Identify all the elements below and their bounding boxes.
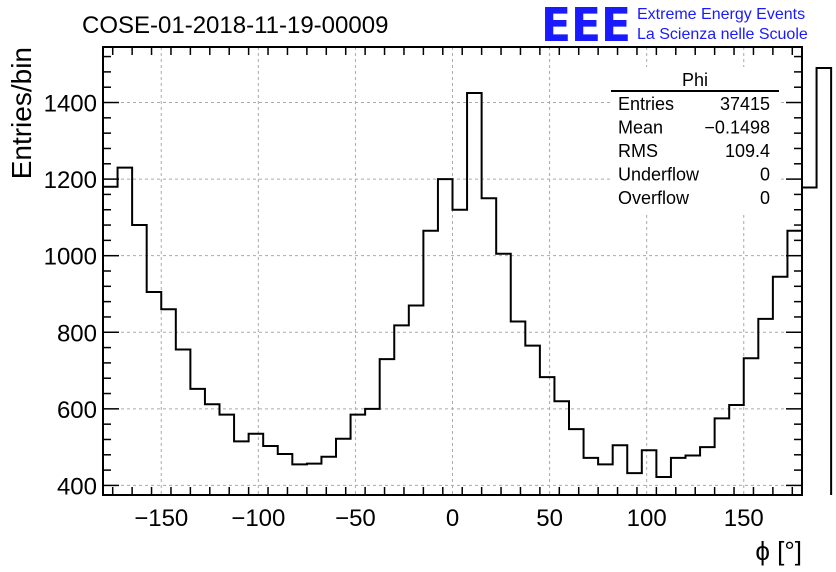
x-axis-title: ϕ [°] <box>755 536 802 566</box>
axis-ticks <box>103 47 802 495</box>
stats-box: Phi Entries 37415 Mean −0.1498 RMS 109.4 Under… <box>611 67 779 212</box>
y-tick-label: 1400 <box>44 91 97 118</box>
stats-value: 0 <box>760 188 770 208</box>
x-tick-label: −150 <box>134 505 188 532</box>
x-tick-labels: −150 −100 −50 0 50 100 150 <box>134 505 764 532</box>
stats-box-title: Phi <box>682 70 708 90</box>
x-tick-label: 100 <box>627 505 667 532</box>
run-title: COSE-01-2018-11-19-00009 <box>82 12 388 39</box>
eee-logo: EEE <box>541 0 631 52</box>
y-tick-label: 800 <box>57 320 97 347</box>
stats-label: Underflow <box>618 165 700 185</box>
stats-value: 37415 <box>720 94 770 114</box>
y-tick-label: 1200 <box>44 167 97 194</box>
stats-label: Mean <box>618 118 663 138</box>
stats-label: RMS <box>618 141 658 161</box>
x-tick-label: −50 <box>335 505 376 532</box>
y-axis-title: Entries/bin <box>6 47 37 179</box>
y-tick-labels: 400 600 800 1000 1200 1400 <box>44 91 97 501</box>
logo-subtitle-line1: Extreme Energy Events <box>637 6 805 23</box>
y-tick-label: 1000 <box>44 244 97 271</box>
stats-label: Overflow <box>618 188 690 208</box>
y-tick-label: 400 <box>57 473 97 500</box>
x-tick-label: 50 <box>536 505 563 532</box>
x-tick-label: 150 <box>724 505 764 532</box>
stats-label: Entries <box>618 94 674 114</box>
x-tick-label: −100 <box>231 505 285 532</box>
logo-subtitle-line2: La Scienza nelle Scuole <box>637 26 808 43</box>
stats-value: 109.4 <box>725 141 770 161</box>
histogram-series <box>102 67 833 495</box>
x-tick-label: 0 <box>446 505 459 532</box>
stats-value: −0.1498 <box>704 118 770 138</box>
stats-value: 0 <box>760 165 770 185</box>
y-tick-label: 600 <box>57 397 97 424</box>
